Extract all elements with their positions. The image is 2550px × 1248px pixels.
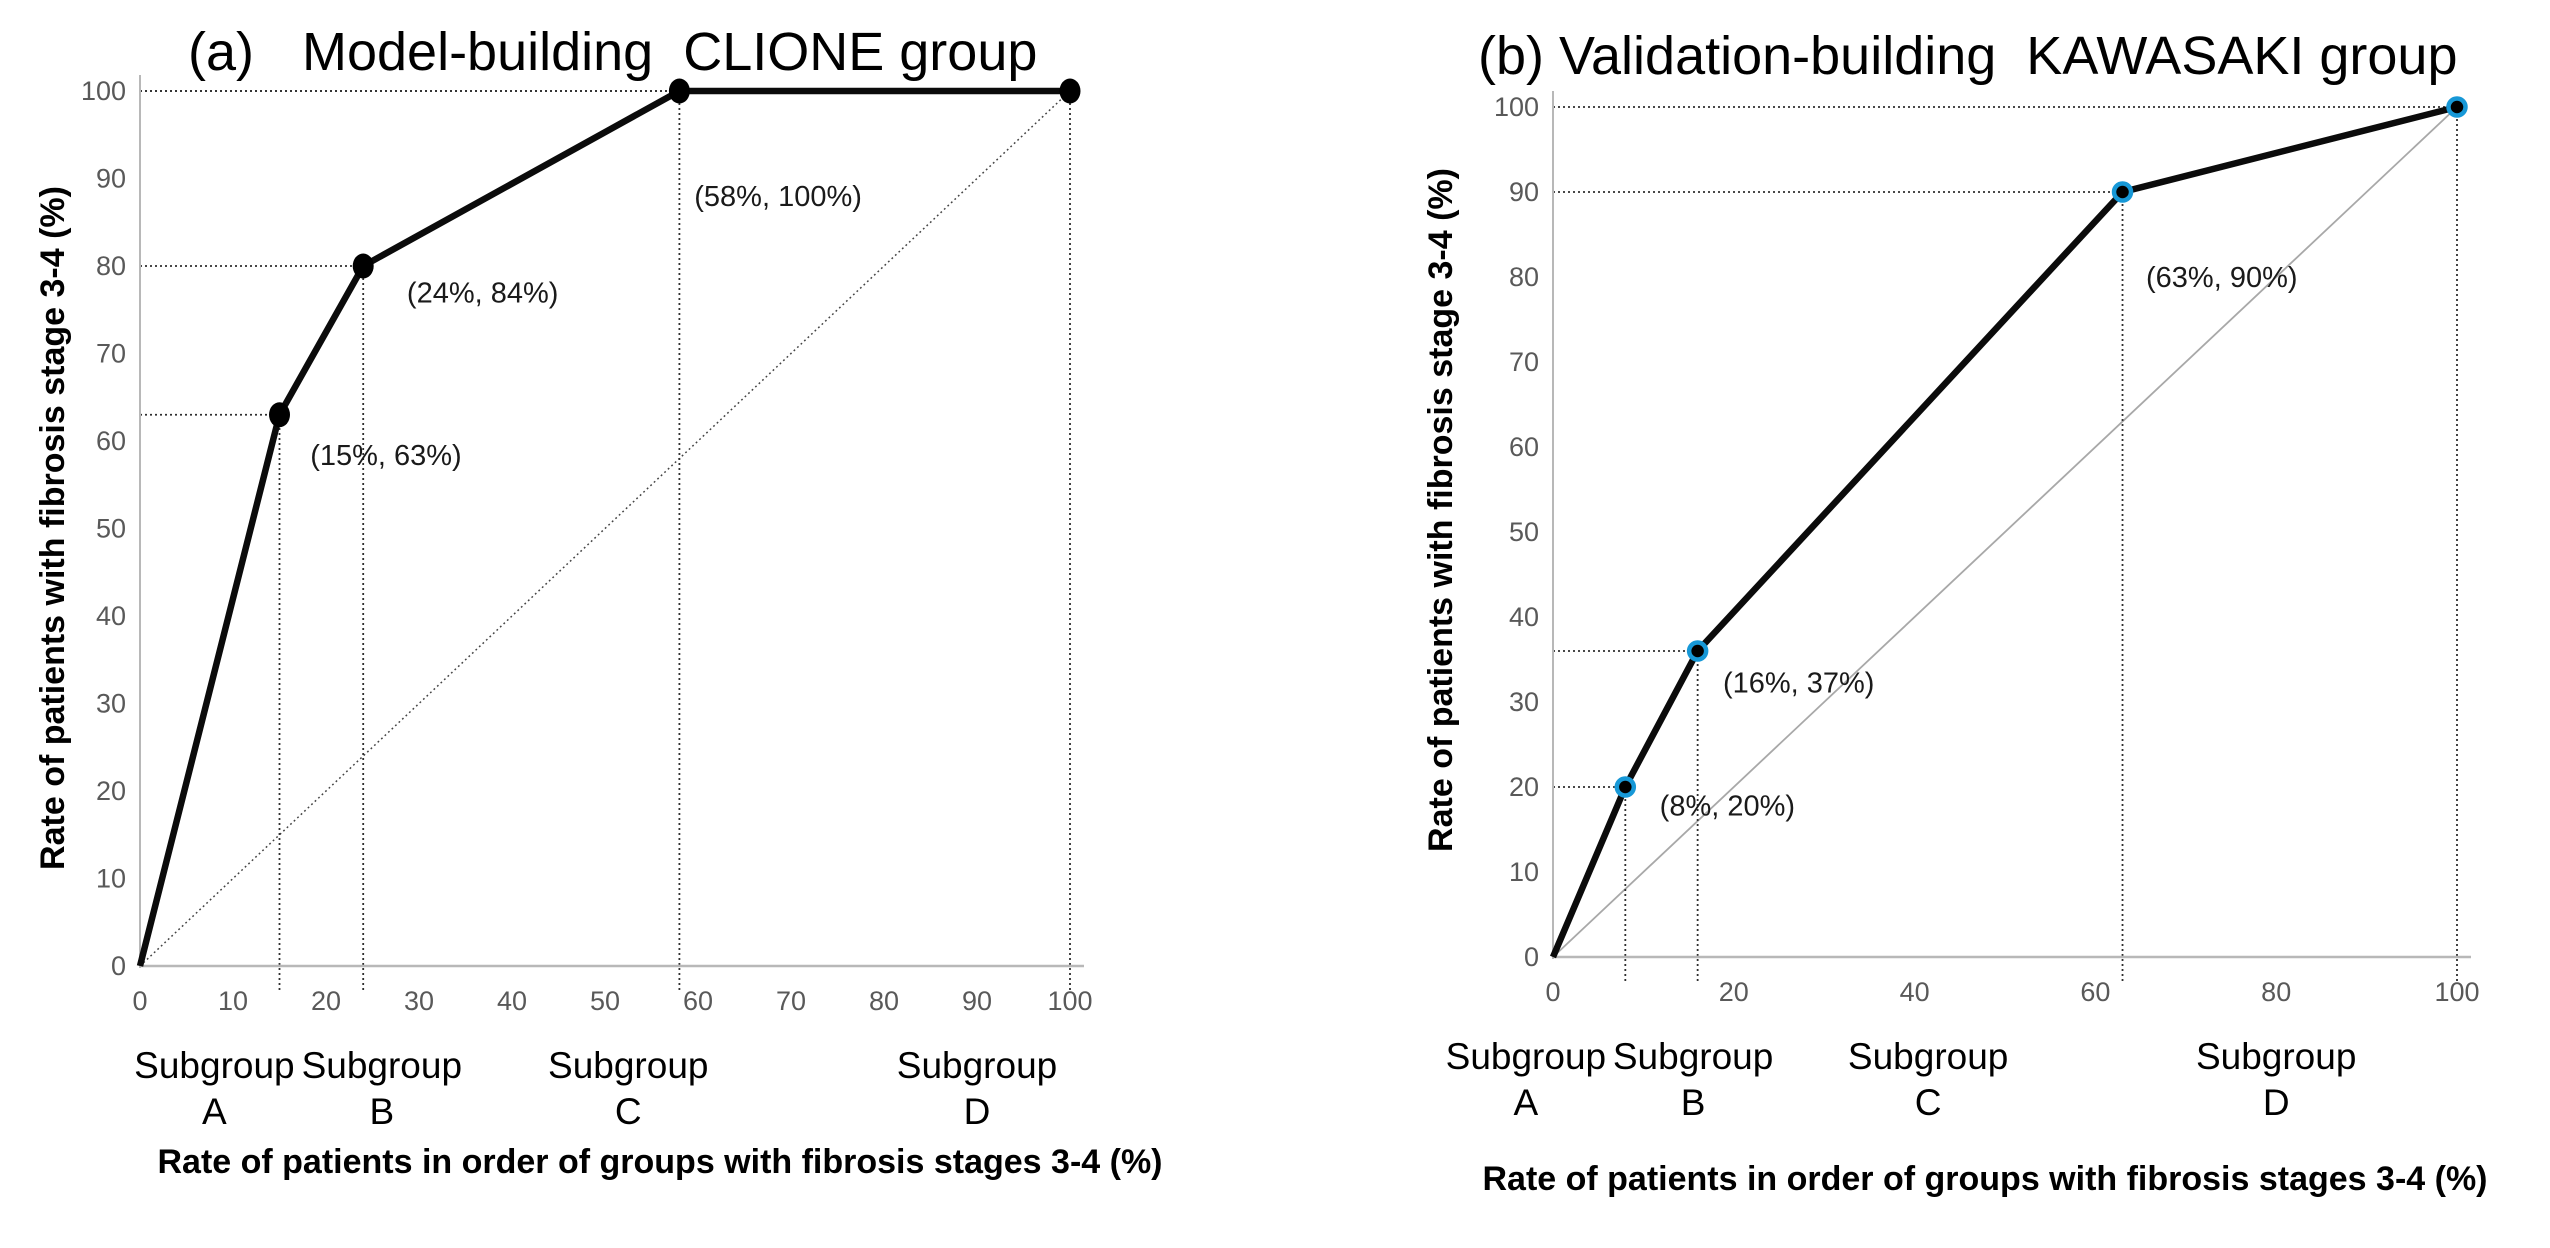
data-point-marker <box>1686 640 1709 662</box>
chart-b-y-axis-title: Rate of patients with fibrosis stage 3-4… <box>1422 168 1460 852</box>
y-tick-label: 30 <box>96 689 126 719</box>
y-tick-label: 80 <box>96 251 126 281</box>
x-tick-label: 60 <box>683 986 713 1016</box>
subgroup-label-letter: D <box>2263 1082 2290 1123</box>
x-tick-label: 100 <box>1047 986 1092 1016</box>
point-annotation: (24%, 84%) <box>407 277 559 309</box>
chart-panel-b: (b) Validation-building KAWASAKI group R… <box>1422 26 2488 1198</box>
subgroup-label-word: Subgroup <box>548 1045 708 1086</box>
data-point-marker <box>352 253 374 279</box>
panel-b-label: (b) <box>1478 26 1544 86</box>
x-tick-label: 0 <box>1545 977 1560 1007</box>
x-tick-label: 40 <box>1900 977 1930 1007</box>
data-point-marker <box>269 402 290 428</box>
chart-b-title: Validation-building KAWASAKI group <box>1559 26 2458 86</box>
chart-b-x-axis-title: Rate of patients in order of groups with… <box>1482 1160 2487 1198</box>
y-tick-label: 60 <box>96 426 126 456</box>
y-tick-label: 50 <box>1509 517 1539 547</box>
x-tick-label: 0 <box>132 986 147 1016</box>
data-point-marker <box>668 78 690 104</box>
subgroup-label-word: Subgroup <box>134 1045 294 1086</box>
x-tick-label: 80 <box>2261 977 2291 1007</box>
subgroup-label-word: Subgroup <box>1848 1036 2008 1077</box>
subgroup-label-letter: B <box>369 1091 394 1132</box>
x-tick-label: 20 <box>311 986 341 1016</box>
y-tick-label: 10 <box>96 864 126 894</box>
chart-panel-a: (a) Model-building CLIONE group Rate of … <box>34 22 1163 1181</box>
y-tick-label: 40 <box>96 601 126 631</box>
data-point-marker <box>1059 78 1081 104</box>
x-tick-label: 100 <box>2434 977 2479 1007</box>
x-tick-label: 50 <box>590 986 620 1016</box>
subgroup-label-word: Subgroup <box>2196 1036 2356 1077</box>
x-tick-label: 70 <box>776 986 806 1016</box>
point-annotation: (8%, 20%) <box>1660 791 1795 823</box>
y-tick-label: 0 <box>111 951 126 981</box>
point-annotation: (15%, 63%) <box>310 440 462 472</box>
data-point-marker <box>2111 181 2134 203</box>
x-tick-label: 80 <box>869 986 899 1016</box>
x-tick-label: 20 <box>1719 977 1749 1007</box>
data-point-marker <box>2446 96 2468 118</box>
chart-a-y-axis-title: Rate of patients with fibrosis stage 3-4… <box>34 186 72 870</box>
chart-b-plot-area: 0 10 20 30 40 50 60 70 80 90 100 0 20 40 60 80 100 Subgro… <box>1446 91 2480 1123</box>
x-tick-label: 90 <box>962 986 992 1016</box>
panel-a-label: (a) <box>188 22 254 82</box>
y-tick-label: 50 <box>96 514 126 544</box>
chart-a-title: Model-building CLIONE group <box>302 22 1037 82</box>
diagonal-reference-line <box>1552 106 2458 958</box>
subgroup-label-letter: B <box>1681 1082 1706 1123</box>
y-tick-label: 20 <box>1509 772 1539 802</box>
subgroup-label-letter: C <box>615 1091 642 1132</box>
point-annotation: (16%, 37%) <box>1723 667 1875 699</box>
y-tick-label: 100 <box>81 76 126 106</box>
subgroup-label-letter: A <box>1514 1082 1539 1123</box>
y-tick-label: 10 <box>1509 857 1539 887</box>
y-tick-label: 60 <box>1509 432 1539 462</box>
y-tick-label: 0 <box>1524 942 1539 972</box>
y-tick-label: 100 <box>1494 92 1539 122</box>
data-point-marker <box>1614 776 1637 798</box>
y-tick-label: 20 <box>96 776 126 806</box>
y-tick-label: 90 <box>96 164 126 194</box>
subgroup-label-word: Subgroup <box>1613 1036 1773 1077</box>
point-annotation: (58%, 100%) <box>694 181 862 213</box>
y-tick-label: 70 <box>96 339 126 369</box>
x-tick-label: 60 <box>2080 977 2110 1007</box>
chart-a-x-axis-title: Rate of patients in order of groups with… <box>157 1143 1162 1181</box>
subgroup-label-word: Subgroup <box>1446 1036 1606 1077</box>
y-tick-label: 30 <box>1509 687 1539 717</box>
subgroup-label-word: Subgroup <box>897 1045 1057 1086</box>
x-tick-label: 30 <box>404 986 434 1016</box>
y-tick-label: 90 <box>1509 177 1539 207</box>
y-tick-label: 80 <box>1509 262 1539 292</box>
subgroup-label-word: Subgroup <box>302 1045 462 1086</box>
point-annotation: (63%, 90%) <box>2146 262 2298 294</box>
subgroup-label-letter: A <box>202 1091 227 1132</box>
x-tick-label: 10 <box>218 986 248 1016</box>
chart-a-plot-area: 0 10 20 30 40 50 60 70 80 90 100 0 10 20 30 40 50 60 70 80 9… <box>81 75 1093 1132</box>
subgroup-label-letter: D <box>964 1091 991 1132</box>
y-tick-label: 40 <box>1509 602 1539 632</box>
y-tick-label: 70 <box>1509 347 1539 377</box>
subgroup-label-letter: C <box>1915 1082 1942 1123</box>
x-tick-label: 40 <box>497 986 527 1016</box>
diagonal-reference-line <box>139 90 1071 967</box>
